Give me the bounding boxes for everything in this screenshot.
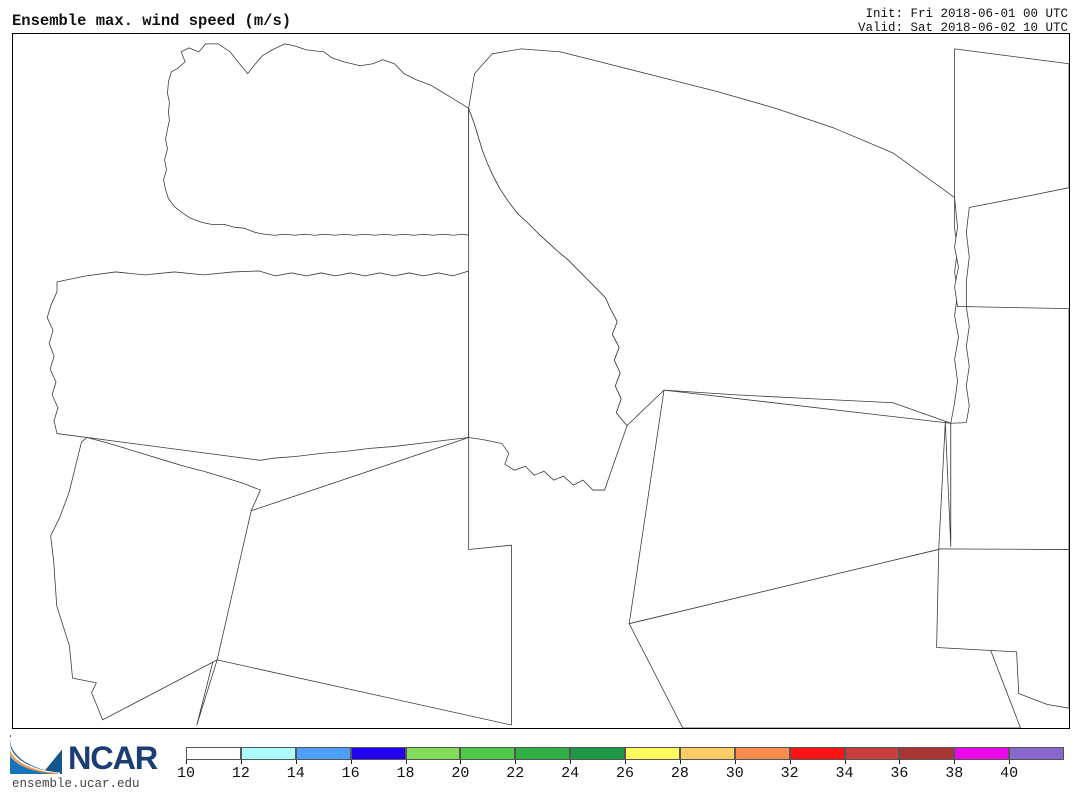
svg-text:ensemble.ucar.edu: ensemble.ucar.edu [12, 777, 140, 791]
svg-text:NCAR: NCAR [68, 740, 158, 776]
